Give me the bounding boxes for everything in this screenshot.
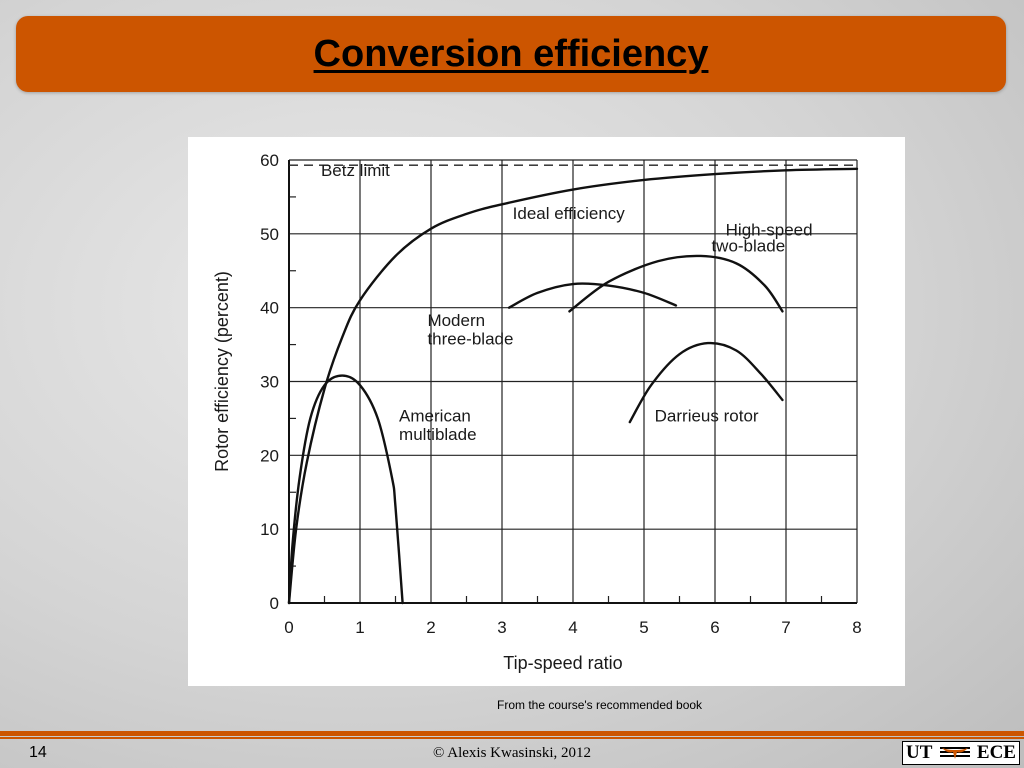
y-tick-label: 30: [260, 373, 279, 392]
annotation-three2: three-blade: [427, 330, 513, 349]
annotation-ideal: Ideal efficiency: [513, 204, 626, 223]
x-tick-label: 5: [639, 618, 648, 637]
copyright-text: © Alexis Kwasinski, 2012: [432, 745, 592, 761]
x-tick-label: 4: [568, 618, 577, 637]
y-axis-title: Rotor efficiency (percent): [212, 271, 232, 472]
annotation-twoblade1: High-speed: [726, 220, 813, 239]
footer-rule: [0, 731, 1024, 736]
logo-ece-text: ECE: [976, 742, 1016, 763]
series-ideal-efficiency: [287, 167, 859, 605]
x-tick-label: 0: [284, 618, 293, 637]
series-high-speed-two-blade: [568, 254, 784, 313]
annotation-twoblade2: two-blade: [711, 237, 785, 256]
x-tick-label: 3: [497, 618, 506, 637]
series-american-multiblade: [287, 374, 404, 605]
x-tick-label: 7: [781, 618, 790, 637]
y-tick-label: 10: [260, 520, 279, 539]
x-axis-title: Tip-speed ratio: [503, 653, 622, 673]
slide-title: Conversion efficiency: [313, 33, 709, 75]
y-tick-label: 0: [270, 594, 279, 613]
page-number: 14: [29, 744, 47, 761]
y-tick-label: 60: [260, 151, 279, 170]
title-bar: Conversion efficiency: [16, 16, 1006, 92]
x-tick-label: 2: [426, 618, 435, 637]
footer-rule-thin: [0, 737, 1024, 739]
x-tick-label: 1: [355, 618, 364, 637]
annotation-amer2: multiblade: [399, 425, 477, 444]
chart-figure: 0 1 2 3 4 5 6 7 8 0 10 20 30 40 50 60 Tip-speed ratio Rot…: [188, 137, 905, 686]
y-tick-label: 20: [260, 446, 279, 465]
longhorn-icon: [939, 745, 970, 761]
y-tick-label: 40: [260, 299, 279, 318]
x-tick-label: 8: [852, 618, 861, 637]
figure-caption: From the course's recommended book: [497, 698, 703, 712]
ut-ece-logo: UT ECE: [902, 741, 1020, 765]
series-modern-three-blade: [507, 282, 678, 309]
series-darrieus-rotor: [628, 341, 784, 424]
y-tick-label: 50: [260, 225, 279, 244]
x-tick-label: 6: [710, 618, 719, 637]
logo-ut-text: UT: [906, 742, 933, 763]
annotation-three1: Modern: [427, 311, 485, 330]
efficiency-chart: 0 1 2 3 4 5 6 7 8 0 10 20 30 40 50 60 Tip-speed ratio Rot…: [212, 151, 862, 673]
annotation-darrieus: Darrieus rotor: [655, 406, 759, 425]
annotation-betz: Betz limit: [321, 161, 390, 180]
annotation-amer1: American: [399, 406, 471, 425]
